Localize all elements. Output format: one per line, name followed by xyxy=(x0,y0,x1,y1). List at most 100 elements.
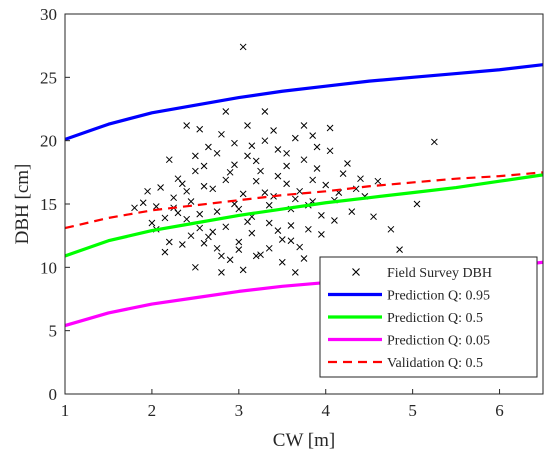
field-survey-point xyxy=(239,266,247,274)
validation-q-0-5-line xyxy=(65,171,543,230)
field-survey-point xyxy=(183,215,191,223)
field-survey-point xyxy=(257,167,264,175)
field-survey-point xyxy=(196,210,204,218)
field-survey-point xyxy=(174,175,182,183)
field-survey-point xyxy=(257,251,264,259)
legend-label: Field Survey DBH xyxy=(387,266,492,281)
field-survey-point xyxy=(248,142,256,150)
field-survey-point xyxy=(196,224,204,232)
field-survey-point xyxy=(331,217,338,224)
field-survey-point xyxy=(278,236,286,243)
field-survey-point xyxy=(170,194,177,202)
x-tick-label: 1 xyxy=(61,401,70,420)
legend: Field Survey DBH Prediction Q: 0.95 Predic… xyxy=(319,256,538,378)
field-survey-point xyxy=(244,152,251,160)
field-survey-point xyxy=(274,172,282,180)
field-survey-point xyxy=(244,122,251,129)
legend-item-prediction-q-0-5: Prediction Q: 0.5 xyxy=(328,311,483,326)
field-survey-point xyxy=(348,208,356,215)
x-tick-label: 3 xyxy=(235,401,244,420)
field-survey-point xyxy=(161,248,169,256)
field-survey-point xyxy=(318,231,325,238)
field-survey-point xyxy=(291,134,299,142)
field-survey-point xyxy=(287,222,295,229)
x-tick-label: 4 xyxy=(321,401,330,420)
field-survey-point xyxy=(265,219,273,227)
field-survey-point xyxy=(183,187,191,195)
field-survey-point xyxy=(274,146,282,153)
field-survey-point xyxy=(183,122,191,129)
field-survey-point xyxy=(304,225,312,233)
field-survey-point xyxy=(352,185,360,193)
field-survey-point xyxy=(178,180,186,188)
field-survey-point xyxy=(213,208,221,215)
field-survey-point xyxy=(309,176,317,184)
field-survey-point xyxy=(165,238,173,246)
legend-label: Validation Q: 0.5 xyxy=(387,356,483,371)
field-survey-point xyxy=(192,263,199,271)
field-survey-point xyxy=(283,180,290,188)
field-survey-point xyxy=(222,176,230,184)
legend-item-prediction-q-0-95: Prediction Q: 0.95 xyxy=(328,289,490,304)
field-survey-point xyxy=(278,258,286,266)
field-survey-point xyxy=(139,199,147,207)
field-survey-point xyxy=(187,198,195,205)
field-survey-point xyxy=(287,237,295,245)
field-survey-point xyxy=(213,244,221,252)
field-survey-point xyxy=(339,170,347,177)
legend-label: Prediction Q: 0.05 xyxy=(387,334,490,349)
x-tick-label: 6 xyxy=(495,401,504,420)
field-survey-point xyxy=(370,213,377,221)
field-survey-point xyxy=(252,177,260,185)
field-survey-point xyxy=(270,127,277,134)
field-survey-point xyxy=(261,137,269,145)
axes-layer: 1 2 3 4 5 6 0 5 10 15 20 25 30 xyxy=(40,5,504,420)
field-survey-point xyxy=(222,108,230,115)
field-survey-point xyxy=(165,156,173,164)
field-survey-point xyxy=(200,182,208,190)
field-survey-point xyxy=(213,149,221,157)
field-survey-point xyxy=(244,218,251,226)
field-survey-point xyxy=(148,219,156,227)
field-survey-point xyxy=(200,239,208,247)
field-survey-dbh-points xyxy=(131,43,438,276)
legend-label: Prediction Q: 0.95 xyxy=(387,289,490,304)
field-survey-point xyxy=(222,223,230,231)
field-survey-point xyxy=(157,184,164,191)
field-survey-point xyxy=(296,187,304,195)
prediction-q-0-95-line xyxy=(65,63,543,141)
field-survey-point xyxy=(313,143,321,151)
field-survey-point xyxy=(187,232,195,240)
x-tick-label: 5 xyxy=(408,401,417,420)
field-survey-point xyxy=(291,195,299,203)
prediction-q-0-5-line xyxy=(65,173,543,258)
legend-item-field-survey-dbh: Field Survey DBH xyxy=(352,266,492,281)
field-survey-point xyxy=(252,157,260,165)
field-survey-point xyxy=(309,132,317,139)
field-survey-point xyxy=(205,233,212,241)
field-survey-point xyxy=(265,201,273,209)
field-survey-point xyxy=(200,162,208,170)
field-survey-point xyxy=(209,228,217,236)
field-survey-point xyxy=(300,255,308,262)
field-survey-point xyxy=(161,214,169,222)
field-survey-point xyxy=(218,269,225,276)
field-survey-point xyxy=(357,175,364,183)
field-survey-point xyxy=(374,177,382,185)
field-survey-point xyxy=(274,227,282,234)
field-survey-point xyxy=(196,125,204,133)
field-survey-point xyxy=(283,149,290,157)
legend-item-prediction-q-0-05: Prediction Q: 0.05 xyxy=(328,334,490,349)
field-survey-point xyxy=(174,209,182,217)
field-survey-point xyxy=(313,165,321,172)
field-survey-point xyxy=(431,138,438,146)
field-survey-point xyxy=(239,190,247,198)
y-tick-label: 25 xyxy=(40,68,57,87)
field-survey-point xyxy=(209,185,217,193)
field-survey-point xyxy=(318,212,325,219)
field-survey-point xyxy=(344,160,351,167)
field-survey-point xyxy=(231,139,238,147)
field-survey-point xyxy=(291,269,299,276)
field-survey-point xyxy=(235,246,243,253)
